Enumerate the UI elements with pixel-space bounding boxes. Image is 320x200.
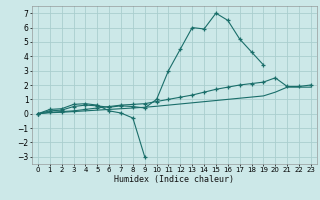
X-axis label: Humidex (Indice chaleur): Humidex (Indice chaleur) [115, 175, 234, 184]
